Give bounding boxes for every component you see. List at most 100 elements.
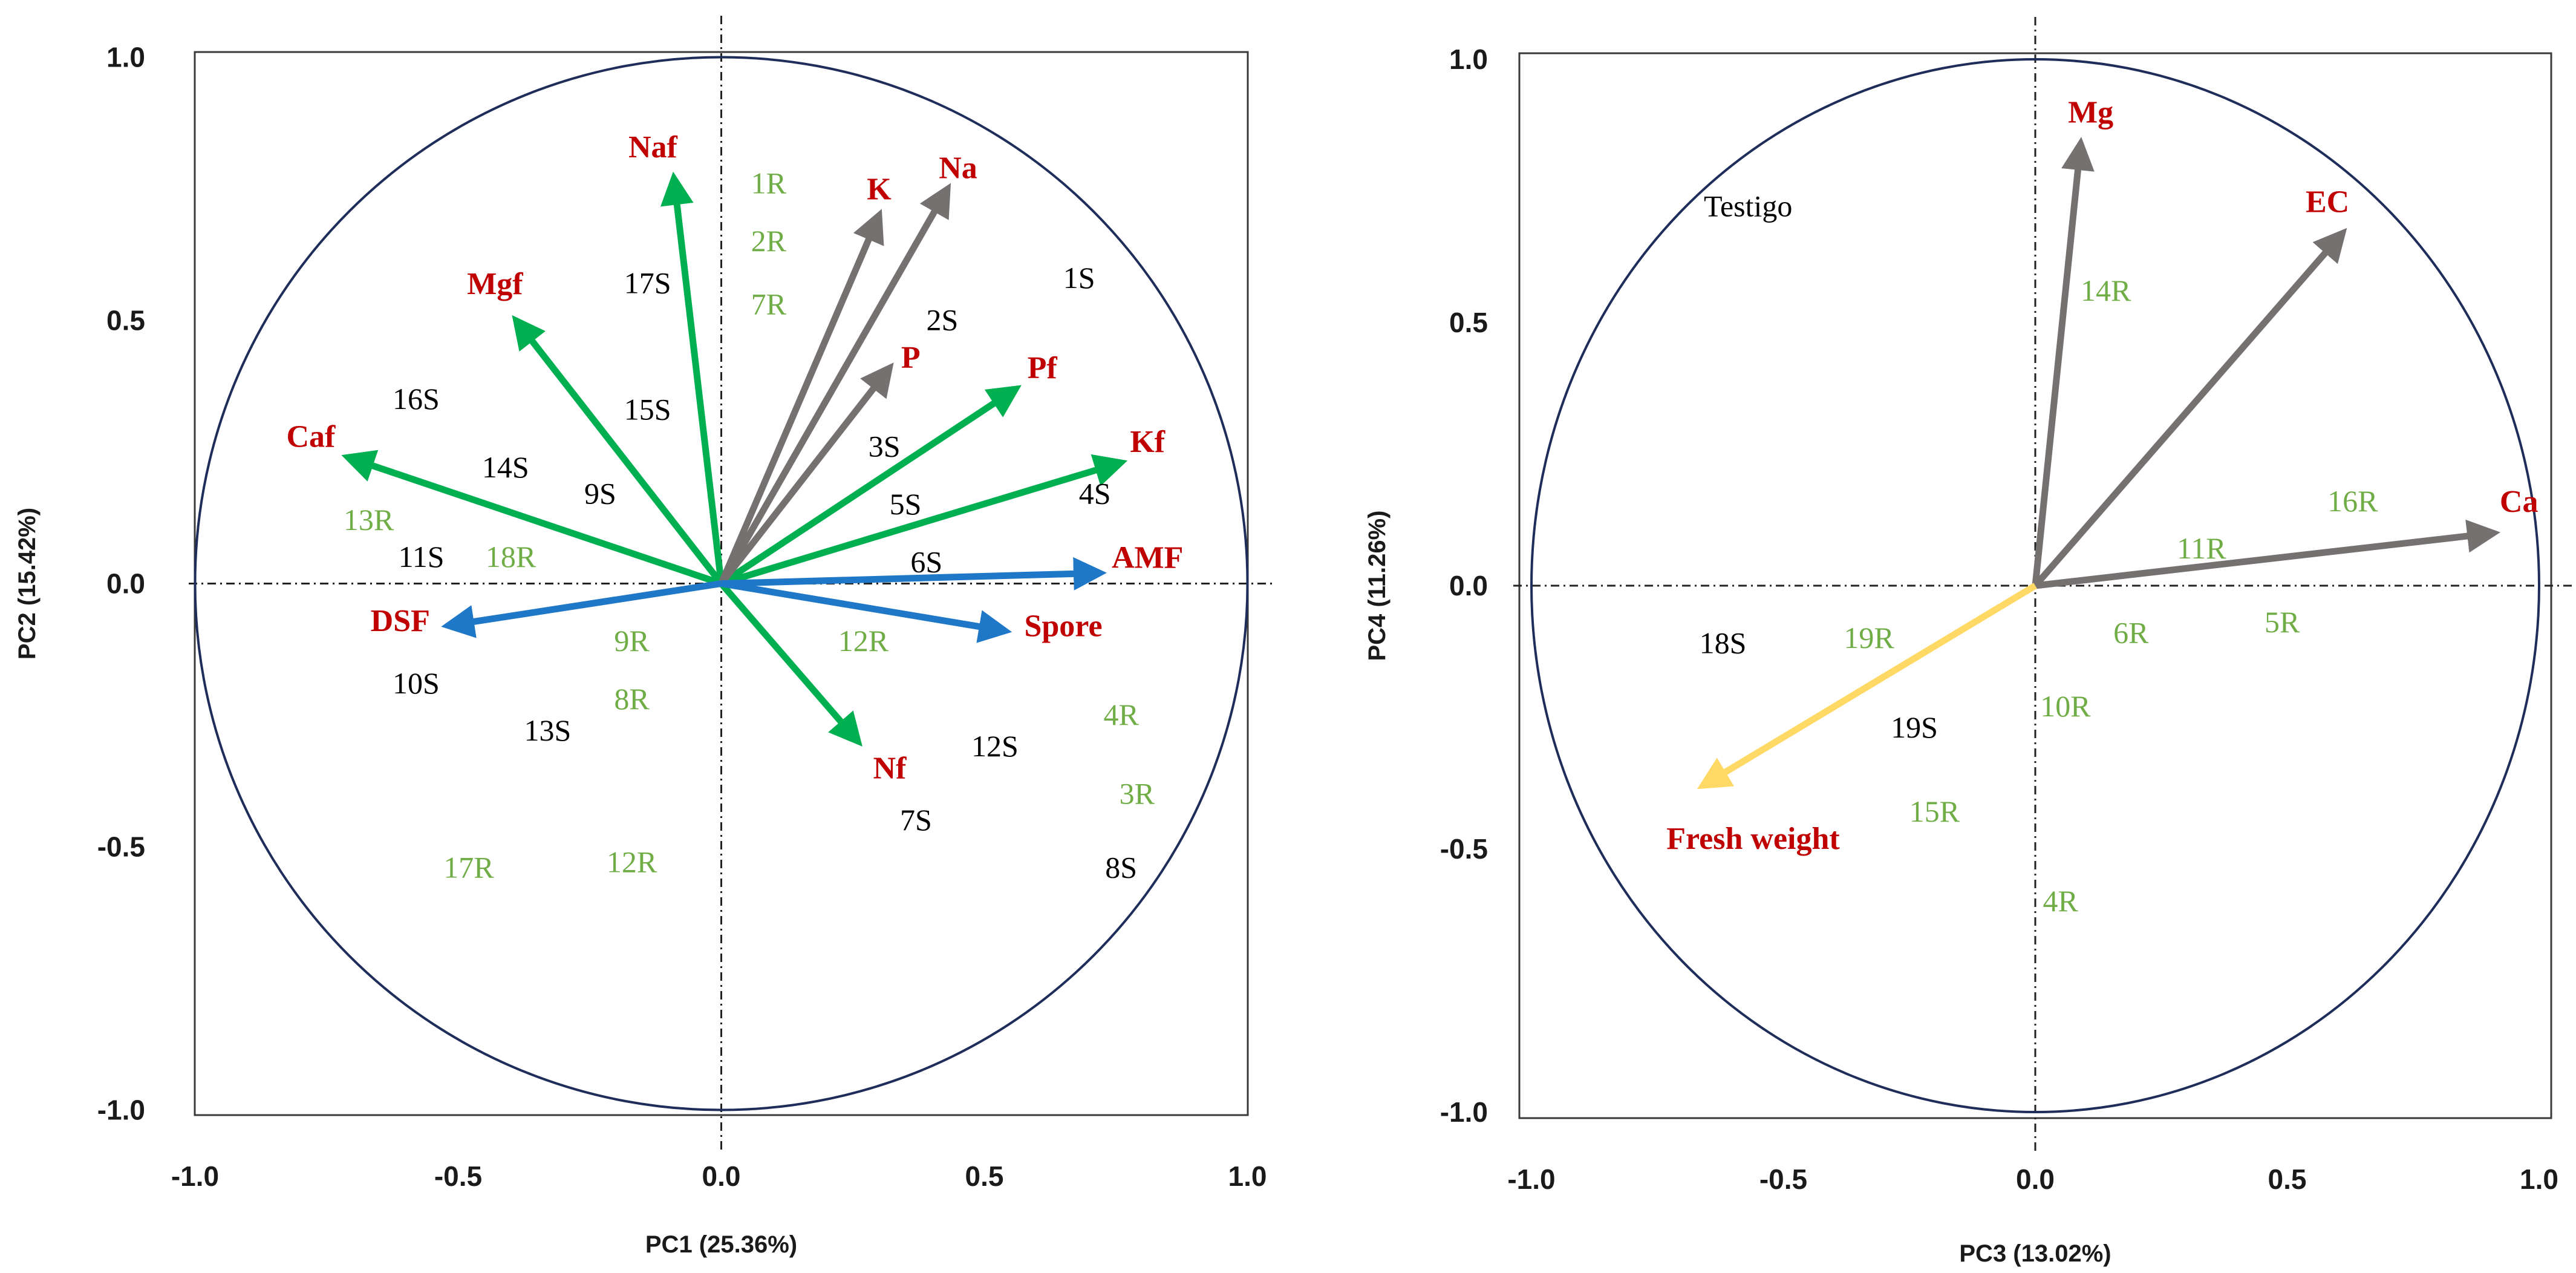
loading-arrow [2035,519,2500,589]
loading-arrow [721,557,1107,591]
observation-label: 8R [614,682,650,716]
observation-label: 6S [910,545,942,579]
variable-label: Nf [873,751,907,785]
observation-label: 16R [2327,484,2378,518]
observation-label: 9R [614,624,650,658]
observation-label: 3R [1120,777,1155,811]
x-tick-label: 0.5 [2268,1163,2307,1195]
observation-label: 2S [926,303,958,337]
observation-label: 11R [2177,531,2226,565]
y-tick-label: 0.0 [106,568,145,600]
y-axis-title: PC2 (15.42%) [14,508,41,659]
observation-label: 10R [2040,689,2091,723]
variable-label: DSF [371,604,430,638]
variable-label: Kf [1130,425,1165,459]
x-tick-label: 0.0 [2016,1163,2055,1195]
y-tick-label: -1.0 [97,1095,145,1126]
y-tick-label: 0.5 [1449,307,1488,338]
observation-label: 12R [838,624,889,658]
x-tick-label: 0.5 [965,1160,1004,1192]
observation-label: 19R [1844,621,1894,655]
observation-label: 13R [344,503,394,537]
observation-label: 13S [524,713,571,747]
observation-label: 14S [482,450,529,484]
observation-label: 4S [1079,477,1111,511]
observation-label: 17S [624,266,671,300]
loading-arrow [719,362,894,586]
loading-arrow [441,580,722,638]
observation-label: 15S [624,392,671,426]
variable-label: Na [939,151,977,186]
variable-label: AMF [1112,540,1183,575]
observation-label: 2R [751,224,787,258]
observation-label: 1R [751,166,787,200]
variable-label: Fresh weight [1666,822,1840,856]
observation-label: 5R [2265,605,2300,639]
variable-label: Mg [2068,95,2113,129]
y-tick-label: 0.0 [1449,570,1488,601]
observation-label: 4R [2043,884,2078,918]
observation-label: 4R [1104,698,1140,731]
observation-label: 3S [869,429,901,463]
observation-label: 14R [2081,273,2131,307]
loading-arrow [718,183,951,586]
variable-label: Naf [628,130,678,165]
variable-label: EC [2306,185,2349,219]
loading-arrow [720,454,1128,587]
y-axis-title: PC4 (11.26%) [1364,510,1391,661]
y-tick-label: 0.5 [106,305,145,336]
observation-label: 9S [584,477,616,511]
x-tick-label: 1.0 [2520,1163,2558,1195]
pca-biplot-pc1-pc2: -1.0 -0.5 0.0 0.5 1.0 1.0 0.5 0.0 -0.5 -1.0 PC1 (2… [14,16,1275,1258]
loading-arrow [2032,227,2347,588]
y-tick-label: -1.0 [1440,1096,1488,1128]
loading-arrow [2032,137,2095,586]
loading-arrow [341,450,723,587]
observation-label: 12S [971,729,1019,763]
observation-label: 1S [1063,261,1095,295]
variable-label: Pf [1028,351,1058,385]
observation-label: 10S [393,666,440,700]
pca-biplot-pc3-pc4: -1.0 -0.5 0.0 0.5 1.0 1.0 0.5 0.0 -0.5 -1.0 PC3 (1… [1364,17,2576,1267]
variable-label: K [867,172,892,206]
observation-label: 17R [443,850,494,884]
observation-label: 15R [1909,794,1960,828]
variable-label: Ca [2500,485,2539,519]
x-tick-label: 1.0 [1228,1160,1267,1192]
y-tick-label: -0.5 [1440,833,1488,865]
observation-label: 6R [2113,615,2149,649]
x-tick-label: -1.0 [1507,1163,1555,1195]
loading-arrow [660,171,725,584]
variable-label: Spore [1024,609,1102,644]
loading-arrow [512,315,724,586]
y-tick-label: 1.0 [106,42,145,73]
variable-label: Mgf [467,267,523,301]
x-tick-label: -0.5 [1759,1163,1807,1195]
loading-arrow [719,581,862,747]
y-tick-label: -0.5 [97,831,145,863]
y-tick-label: 1.0 [1449,44,1488,75]
observation-label: 8S [1105,850,1137,884]
loading-arrow [718,209,884,585]
correlation-circle [194,56,1249,1111]
observation-label: 19S [1891,710,1938,744]
observation-label: 5S [890,487,922,521]
loading-arrow [720,580,1012,643]
variable-label: Caf [286,419,336,454]
observation-label: 7S [900,803,932,837]
observation-label: Testigo [1704,189,1792,223]
correlation-circle [1530,58,2540,1113]
x-tick-label: -1.0 [171,1160,219,1192]
observation-label: 16S [393,382,440,416]
observation-label: 11S [399,540,445,574]
observation-label: 18S [1700,626,1747,660]
variable-label: P [901,341,921,375]
loading-arrow [1697,583,2037,790]
observation-label: 12R [607,845,657,879]
observation-label: 18R [486,540,536,574]
observation-label: 7R [751,287,787,321]
x-tick-label: 0.0 [702,1160,741,1192]
x-axis-title: PC3 (13.02%) [1959,1240,2111,1267]
x-tick-label: -0.5 [434,1160,482,1192]
